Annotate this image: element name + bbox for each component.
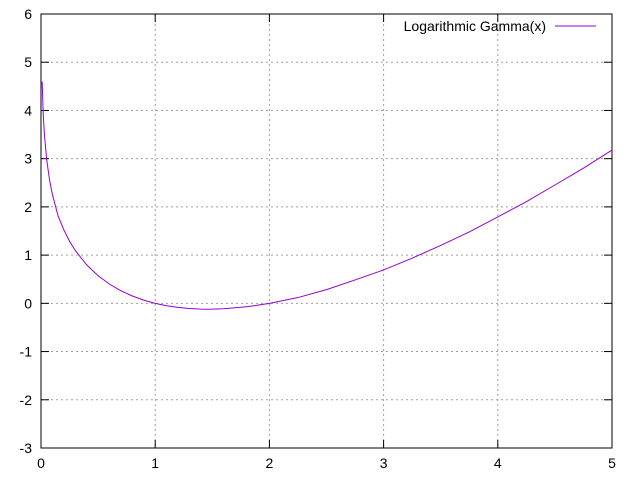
x-tick-label: 4 bbox=[494, 455, 502, 471]
plot-frame bbox=[40, 13, 613, 449]
y-tick-label: 0 bbox=[24, 295, 32, 311]
x-tick-label: 5 bbox=[608, 455, 616, 471]
y-tick-label: 1 bbox=[24, 247, 32, 263]
series-line bbox=[41, 81, 613, 310]
y-tick-label: 2 bbox=[24, 199, 32, 215]
x-tick-label: 1 bbox=[151, 455, 159, 471]
y-tick-label: 5 bbox=[24, 54, 32, 70]
y-tick-label: -2 bbox=[20, 392, 33, 408]
y-tick-label: 4 bbox=[24, 102, 32, 118]
legend: Logarithmic Gamma(x) bbox=[404, 18, 596, 34]
grid-lines bbox=[41, 14, 612, 448]
series-group bbox=[41, 81, 613, 310]
y-tick-label: -1 bbox=[20, 344, 33, 360]
x-tick-label: 3 bbox=[380, 455, 388, 471]
y-tick-label: 6 bbox=[24, 6, 32, 22]
plot-border bbox=[40, 13, 613, 449]
x-tick-label: 2 bbox=[266, 455, 274, 471]
x-tick-label: 0 bbox=[37, 455, 45, 471]
y-tick-label: 3 bbox=[24, 151, 32, 167]
y-tick-label: -3 bbox=[20, 440, 33, 456]
axis-ticks: 0 1 2 3 4 5 -3 -2 -1 0 1 2 3 4 5 6 bbox=[20, 6, 617, 471]
legend-label: Logarithmic Gamma(x) bbox=[404, 18, 546, 34]
